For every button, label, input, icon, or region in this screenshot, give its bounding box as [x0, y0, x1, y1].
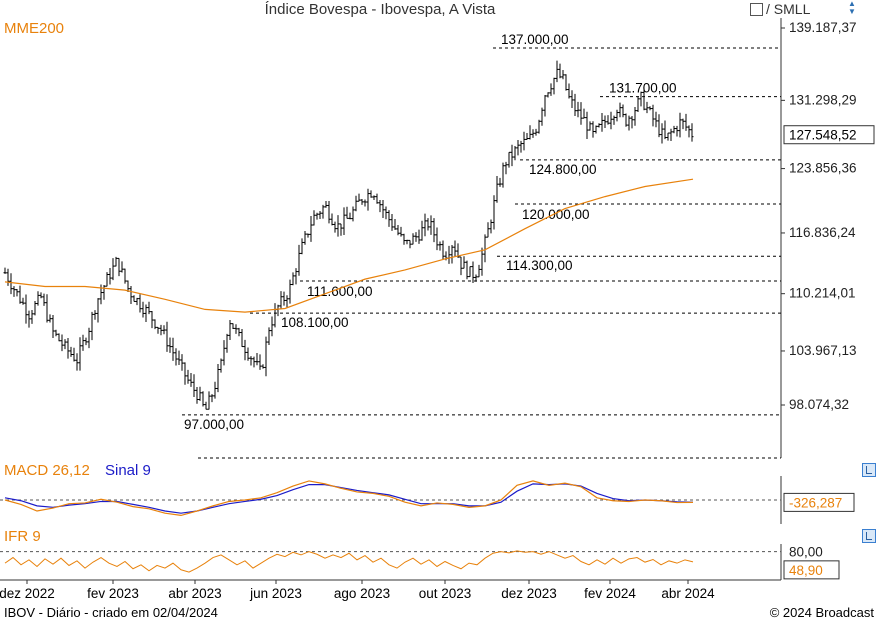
time-tick-label: fev 2024: [584, 586, 636, 601]
level-label: 108.100,00: [281, 315, 349, 330]
level-label: 131.700,00: [609, 81, 677, 96]
macd-signal-label: Sinal 9: [105, 462, 151, 479]
macd-last-value-box: [783, 492, 855, 512]
compare-label: / SMLL: [766, 1, 811, 17]
mme200-label: MME200: [4, 20, 65, 37]
price-tick-label: 123.856,36: [789, 161, 857, 176]
time-tick-label: dez 2023: [501, 586, 557, 601]
price-last-value: 127.548,52: [789, 128, 857, 143]
price-tick-label: 98.074,32: [789, 397, 849, 412]
stepper-down-icon[interactable]: ▼: [848, 7, 856, 16]
price-tick-label: 116.836,24: [789, 225, 856, 240]
footer-copyright: © 2024 Broadcast: [769, 605, 874, 620]
level-label: 124.800,00: [529, 162, 597, 177]
ifr-label: IFR 9: [4, 528, 41, 545]
ifr-reference-label: 80,00: [789, 545, 823, 560]
time-tick-label: ago 2023: [334, 586, 390, 601]
time-tick-label: abr 2024: [661, 586, 715, 601]
level-label: 137.000,00: [501, 32, 569, 47]
stepper-up-icon[interactable]: ▲: [848, 0, 856, 8]
ifr-settings-icon[interactable]: [862, 529, 876, 543]
time-tick-label: fev 2023: [87, 586, 139, 601]
price-tick-label: 131.298,29: [789, 92, 857, 107]
macd-settings-icon[interactable]: [862, 463, 876, 477]
price-tick-label: 103.967,13: [789, 343, 857, 358]
ifr-line: [4, 550, 694, 573]
level-label: 97.000,00: [184, 417, 244, 432]
price-tick-label: 110.214,01: [789, 286, 856, 301]
price-last-value-box: [783, 125, 875, 145]
macd-line: [4, 480, 694, 517]
compare-checkbox[interactable]: [750, 3, 763, 16]
chart-title: Índice Bovespa - Ibovespa, A Vista: [264, 1, 496, 18]
mme200-line: [4, 178, 694, 313]
compare-stepper[interactable]: ▲ ▼: [846, 0, 858, 16]
time-tick-label: jun 2023: [249, 586, 302, 601]
price-tick-label: 139.187,37: [789, 20, 857, 35]
time-tick-label: abr 2023: [168, 586, 221, 601]
ifr-last-value-box: [783, 560, 840, 580]
time-tick-label: out 2023: [419, 586, 472, 601]
macd-last-value: -326,287: [789, 495, 842, 510]
ifr-last-value: 48,90: [789, 563, 823, 578]
footer-info: IBOV - Diário - criado em 02/04/2024: [4, 605, 218, 620]
level-label: 114.300,00: [506, 258, 573, 273]
macd-signal-line: [4, 483, 694, 514]
time-tick-label: dez 2022: [0, 586, 55, 601]
level-label: 120.000,00: [522, 207, 590, 222]
macd-label: MACD 26,12: [4, 462, 90, 479]
level-label: 111.600,00: [307, 284, 373, 299]
